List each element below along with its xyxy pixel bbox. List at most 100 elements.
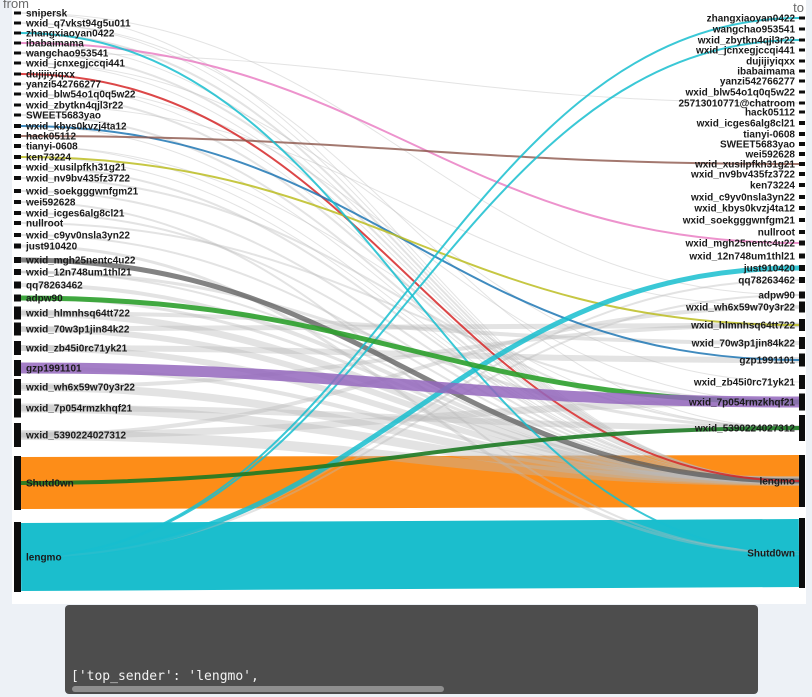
sankey-node[interactable]	[14, 144, 21, 148]
sankey-node[interactable]	[799, 319, 805, 331]
sankey-node[interactable]	[799, 90, 805, 94]
sankey-node[interactable]	[799, 375, 805, 389]
sankey-node-label: wxid_hlmnhsq64tt722	[25, 309, 130, 320]
sankey-link	[20, 22, 800, 482]
sankey-node[interactable]	[14, 51, 21, 55]
to-column-header: to	[793, 0, 804, 15]
sankey-node[interactable]	[14, 322, 21, 336]
sankey-node[interactable]	[14, 379, 21, 395]
sankey-node[interactable]	[799, 48, 805, 52]
sankey-node[interactable]	[14, 92, 21, 96]
sankey-node-label: gzp1991101	[26, 364, 82, 375]
sankey-node[interactable]	[14, 269, 21, 275]
sankey-node-label: wangchao953541	[712, 25, 796, 36]
sankey-node[interactable]	[14, 113, 21, 117]
sankey-node[interactable]	[14, 341, 21, 355]
sankey-link	[20, 12, 800, 482]
sankey-node[interactable]	[799, 206, 805, 210]
sankey-node[interactable]	[14, 41, 21, 45]
sankey-node[interactable]	[799, 518, 805, 588]
sankey-node[interactable]	[799, 291, 805, 299]
sankey-link	[20, 323, 800, 389]
sankey-node[interactable]	[14, 176, 21, 180]
sankey-node[interactable]	[14, 522, 21, 592]
sankey-node[interactable]	[14, 155, 21, 159]
sankey-node-label: wxid_hlmnhsq64tt722	[690, 321, 795, 332]
sankey-node[interactable]	[14, 189, 21, 193]
sankey-link	[20, 17, 800, 558]
sankey-node[interactable]	[799, 121, 805, 125]
sankey-node[interactable]	[14, 200, 21, 204]
sankey-node-label: Shutd0wn	[747, 549, 795, 560]
sankey-node[interactable]	[14, 82, 21, 86]
sankey-node-label: wxid_zbytkn4qjl3r22	[697, 36, 796, 47]
sankey-node[interactable]	[799, 218, 805, 222]
sankey-node[interactable]	[799, 183, 805, 187]
sankey-node[interactable]	[14, 61, 21, 65]
sankey-node[interactable]	[14, 211, 21, 215]
sankey-node[interactable]	[14, 281, 21, 289]
sankey-node[interactable]	[799, 16, 805, 20]
sankey-node[interactable]	[799, 38, 805, 42]
sankey-node[interactable]	[799, 353, 805, 367]
sankey-node[interactable]	[799, 142, 805, 146]
sankey-node[interactable]	[799, 101, 805, 105]
sankey-node[interactable]	[14, 306, 21, 320]
sankey-node[interactable]	[14, 165, 21, 169]
sankey-node-label: zhangxiaoyan0422	[707, 14, 796, 25]
sankey-node[interactable]	[799, 59, 805, 63]
sankey-node[interactable]	[799, 110, 805, 114]
sankey-node-label: wxid_70w3p1jin84k22	[691, 339, 796, 350]
sankey-node[interactable]	[799, 230, 805, 234]
sankey-node[interactable]	[799, 132, 805, 136]
sankey-node[interactable]	[799, 393, 805, 411]
sankey-node[interactable]	[14, 21, 21, 25]
sankey-node-label: snipersk	[26, 9, 68, 20]
sankey-node[interactable]	[14, 124, 21, 128]
sankey-link	[20, 430, 800, 486]
sankey-node[interactable]	[14, 360, 21, 376]
sankey-node[interactable]	[799, 172, 805, 176]
sankey-node[interactable]	[799, 277, 805, 283]
sankey-node[interactable]	[799, 162, 805, 166]
sankey-node[interactable]	[14, 134, 21, 138]
sankey-node-label: qq78263462	[26, 281, 83, 292]
sankey-node[interactable]	[799, 301, 805, 313]
sankey-link	[20, 125, 800, 482]
sankey-node[interactable]	[14, 294, 21, 302]
sankey-node[interactable]	[14, 243, 21, 249]
tooltip-horizontal-scrollbar-thumb[interactable]	[72, 686, 444, 692]
sankey-node[interactable]	[14, 456, 21, 510]
sankey-node-label: wxid_5390224027312	[25, 431, 127, 442]
sankey-link	[20, 166, 800, 482]
sankey-link	[20, 73, 800, 482]
sankey-node[interactable]	[799, 79, 805, 83]
sankey-node[interactable]	[799, 415, 805, 441]
sankey-node[interactable]	[799, 69, 805, 73]
sankey-node[interactable]	[14, 233, 21, 237]
sankey-node[interactable]	[14, 423, 21, 447]
sankey-node[interactable]	[799, 337, 805, 349]
sankey-node-label: wxid_soekgggwnfgm21	[682, 216, 796, 227]
from-column-header: from	[3, 0, 29, 11]
sankey-node[interactable]	[799, 195, 805, 199]
sankey-node[interactable]	[799, 240, 805, 246]
sankey-node-label: lengmo	[759, 477, 795, 488]
sankey-node-label: yanzi542766277	[26, 80, 102, 91]
sankey-node[interactable]	[14, 103, 21, 107]
sankey-node[interactable]	[14, 398, 21, 418]
sankey-node[interactable]	[799, 27, 805, 31]
sankey-node[interactable]	[14, 11, 21, 15]
sankey-node[interactable]	[799, 265, 805, 271]
sankey-node-label: wxid_kbys0kvzj4ta12	[693, 204, 795, 215]
sankey-node-label: wxid_mgh25nentc4u22	[25, 256, 136, 267]
sankey-node[interactable]	[14, 221, 21, 225]
sankey-node[interactable]	[799, 455, 805, 507]
sankey-node[interactable]	[799, 253, 805, 259]
sankey-node[interactable]	[14, 257, 21, 263]
sankey-node-label: dujijiyiqxx	[746, 57, 795, 68]
sankey-node[interactable]	[14, 31, 21, 35]
sankey-node[interactable]	[799, 152, 805, 156]
sankey-node-label: wxid_12n748um1thl21	[25, 268, 132, 279]
sankey-node[interactable]	[14, 72, 21, 76]
